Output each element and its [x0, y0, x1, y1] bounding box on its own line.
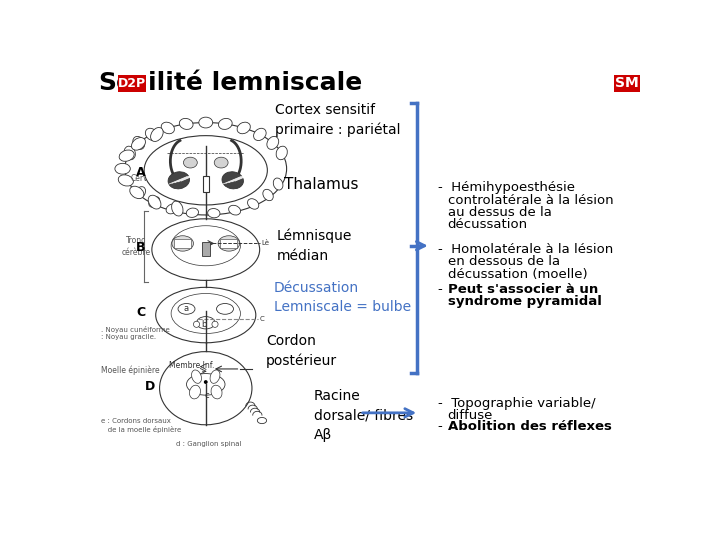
FancyBboxPatch shape — [220, 239, 238, 248]
Ellipse shape — [204, 380, 207, 384]
Text: c: c — [205, 392, 210, 400]
Ellipse shape — [132, 137, 145, 150]
Text: e : Cordons dorsaux
   de la moelle épinière: e : Cordons dorsaux de la moelle épinièr… — [101, 418, 181, 433]
Text: b: b — [202, 320, 207, 329]
Text: ilité lemniscale: ilité lemniscale — [148, 71, 362, 95]
Text: Moelle épinière: Moelle épinière — [101, 366, 160, 375]
Ellipse shape — [218, 236, 240, 251]
Ellipse shape — [237, 122, 251, 134]
Ellipse shape — [194, 321, 199, 327]
Ellipse shape — [130, 186, 144, 199]
Text: -  Hémihypoesthésie: - Hémihypoesthésie — [438, 181, 575, 194]
Ellipse shape — [253, 129, 266, 140]
Ellipse shape — [267, 137, 279, 150]
Text: C: C — [260, 316, 264, 322]
Ellipse shape — [222, 172, 243, 189]
Text: Se: Se — [98, 71, 133, 95]
FancyBboxPatch shape — [118, 75, 145, 92]
Ellipse shape — [171, 293, 240, 334]
FancyBboxPatch shape — [202, 242, 210, 256]
Text: Cerveau: Cerveau — [130, 174, 162, 183]
Text: Membre Inf.: Membre Inf. — [168, 361, 214, 369]
Ellipse shape — [207, 208, 220, 218]
Ellipse shape — [248, 199, 258, 209]
Ellipse shape — [263, 190, 274, 201]
Ellipse shape — [152, 219, 260, 280]
Ellipse shape — [135, 187, 145, 198]
Ellipse shape — [186, 374, 225, 395]
Text: diffuse: diffuse — [448, 409, 493, 422]
FancyBboxPatch shape — [614, 75, 640, 92]
Text: Décussation
Lemniscale = bulbe: Décussation Lemniscale = bulbe — [274, 281, 410, 314]
Ellipse shape — [199, 117, 212, 128]
Ellipse shape — [149, 197, 160, 207]
Text: D2P: D2P — [118, 77, 146, 90]
Ellipse shape — [197, 316, 215, 329]
Text: C: C — [137, 306, 145, 319]
Text: Cortex sensitif
primaire : pariétal: Cortex sensitif primaire : pariétal — [275, 103, 400, 137]
Ellipse shape — [148, 195, 161, 209]
Ellipse shape — [217, 303, 233, 314]
Text: Tronc
cérèbre: Tronc cérèbre — [122, 237, 151, 256]
Text: B: B — [136, 241, 146, 254]
Ellipse shape — [115, 164, 130, 174]
FancyBboxPatch shape — [203, 177, 209, 192]
FancyBboxPatch shape — [174, 239, 191, 248]
Text: Lè: Lè — [261, 240, 269, 246]
Text: Lémnisque
médian: Lémnisque médian — [276, 229, 352, 263]
Ellipse shape — [160, 352, 252, 425]
Ellipse shape — [171, 226, 240, 266]
Ellipse shape — [178, 303, 195, 314]
Ellipse shape — [276, 146, 287, 160]
Ellipse shape — [215, 157, 228, 168]
Ellipse shape — [210, 370, 220, 383]
Ellipse shape — [212, 321, 218, 327]
Ellipse shape — [274, 178, 283, 190]
Text: Peut s'associer à un: Peut s'associer à un — [448, 283, 598, 296]
Ellipse shape — [179, 118, 193, 130]
Text: Racine
dorsale/ fibres
Aβ: Racine dorsale/ fibres Aβ — [314, 389, 413, 442]
Text: -  Homolatérale à la lésion: - Homolatérale à la lésion — [438, 243, 613, 256]
Ellipse shape — [166, 204, 178, 214]
Ellipse shape — [257, 417, 266, 423]
Ellipse shape — [172, 236, 194, 251]
Ellipse shape — [218, 118, 232, 130]
Text: en dessous de la: en dessous de la — [448, 255, 559, 268]
Ellipse shape — [186, 208, 199, 218]
Ellipse shape — [150, 127, 163, 141]
Text: syndrome pyramidal: syndrome pyramidal — [448, 295, 601, 308]
Text: d : Ganglion spinal: d : Ganglion spinal — [176, 441, 242, 448]
Text: A: A — [136, 166, 146, 179]
Text: . Noyau cunéiforme
: Noyau gracile.: . Noyau cunéiforme : Noyau gracile. — [101, 326, 170, 340]
Ellipse shape — [161, 122, 174, 134]
Text: -: - — [438, 420, 451, 433]
Ellipse shape — [125, 123, 287, 215]
Ellipse shape — [144, 136, 267, 205]
Text: a: a — [184, 305, 189, 313]
Ellipse shape — [118, 175, 133, 186]
Text: D: D — [145, 380, 155, 393]
Ellipse shape — [229, 205, 240, 215]
Ellipse shape — [156, 287, 256, 343]
Text: SM: SM — [615, 76, 639, 90]
Ellipse shape — [145, 129, 158, 140]
Text: controlatérale à la lésion: controlatérale à la lésion — [448, 194, 613, 207]
Text: décussation: décussation — [448, 219, 528, 232]
Text: décussation (moelle): décussation (moelle) — [448, 268, 588, 281]
Text: -  Topographie variable/: - Topographie variable/ — [438, 397, 596, 410]
Ellipse shape — [119, 150, 134, 161]
Ellipse shape — [184, 157, 197, 168]
Ellipse shape — [124, 146, 135, 160]
Text: Cordon
postérieur: Cordon postérieur — [266, 334, 337, 368]
Text: au dessus de la: au dessus de la — [448, 206, 552, 219]
Ellipse shape — [168, 172, 189, 189]
Ellipse shape — [211, 385, 222, 399]
Ellipse shape — [171, 201, 183, 216]
Ellipse shape — [132, 138, 145, 150]
Ellipse shape — [189, 385, 200, 399]
Text: Abolition des réflexes: Abolition des réflexes — [448, 420, 611, 433]
Text: -: - — [438, 283, 451, 296]
Text: Thalamus: Thalamus — [284, 177, 359, 192]
Ellipse shape — [192, 370, 202, 383]
